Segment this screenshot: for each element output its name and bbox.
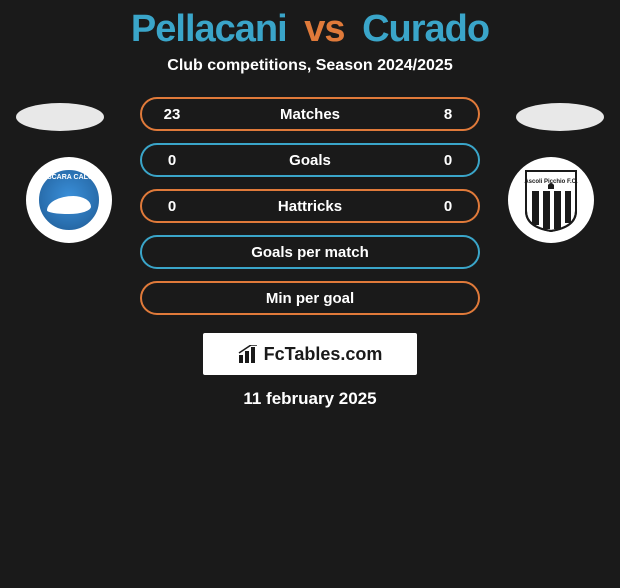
ascoli-crest: Ascoli Picchio F.C. bbox=[524, 167, 578, 233]
vs-text: vs bbox=[304, 8, 344, 50]
subtitle: Club competitions, Season 2024/2025 bbox=[0, 57, 620, 75]
club-badge-right: Ascoli Picchio F.C. bbox=[508, 157, 594, 243]
player1-name: Pellacani bbox=[131, 8, 287, 50]
footer-date: 11 february 2025 bbox=[0, 389, 620, 409]
stat-label: Hattricks bbox=[278, 198, 342, 215]
stat-right-value: 0 bbox=[436, 152, 460, 169]
comparison-panel: PESCARA CALCIO Ascoli Picchio F.C. 23 Mat… bbox=[0, 97, 620, 409]
pescara-crest-text: PESCARA CALCIO bbox=[38, 174, 101, 181]
stats-rows: 23 Matches 8 0 Goals 0 0 Hattricks 0 Goals per ma… bbox=[140, 97, 480, 315]
stat-right-value: 8 bbox=[436, 106, 460, 123]
player1-avatar-placeholder bbox=[16, 103, 104, 131]
stat-label: Min per goal bbox=[266, 290, 354, 307]
stat-label: Goals bbox=[289, 152, 331, 169]
stat-row: Goals per match bbox=[140, 235, 480, 269]
stat-left-value: 23 bbox=[160, 106, 184, 123]
dolphin-icon bbox=[47, 196, 91, 214]
club-badge-left: PESCARA CALCIO bbox=[26, 157, 112, 243]
stat-row: Min per goal bbox=[140, 281, 480, 315]
brand-logo: FcTables.com bbox=[203, 333, 417, 375]
stat-row: 0 Hattricks 0 bbox=[140, 189, 480, 223]
brand-text: FcTables.com bbox=[264, 344, 383, 365]
stat-label: Matches bbox=[280, 106, 340, 123]
pescara-crest: PESCARA CALCIO bbox=[36, 167, 102, 233]
stat-right-value: 0 bbox=[436, 198, 460, 215]
stat-left-value: 0 bbox=[160, 152, 184, 169]
stat-label: Goals per match bbox=[251, 244, 369, 261]
brand-prefix: Fc bbox=[264, 344, 285, 364]
shield-icon: Ascoli Picchio F.C. bbox=[524, 167, 578, 233]
page-title: Pellacani vs Curado bbox=[0, 8, 620, 51]
stat-row: 0 Goals 0 bbox=[140, 143, 480, 177]
player2-avatar-placeholder bbox=[516, 103, 604, 131]
bars-chart-icon bbox=[238, 345, 260, 363]
player2-name: Curado bbox=[362, 8, 489, 50]
brand-suffix: Tables.com bbox=[285, 344, 383, 364]
stat-left-value: 0 bbox=[160, 198, 184, 215]
stat-row: 23 Matches 8 bbox=[140, 97, 480, 131]
